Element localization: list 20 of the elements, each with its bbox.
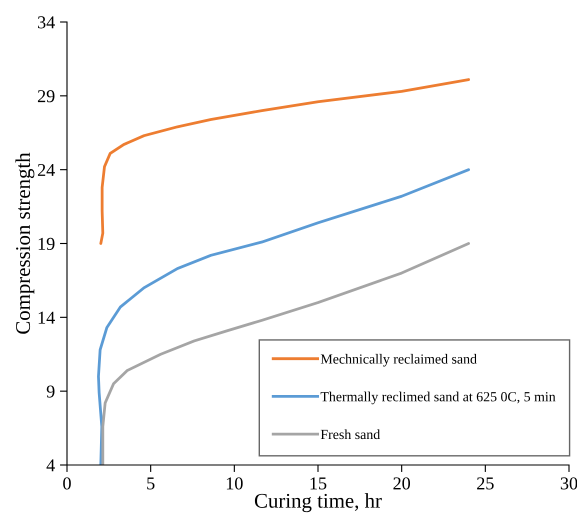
x-tick-label: 0 <box>63 477 71 490</box>
line-series <box>99 78 470 245</box>
y-tick-label: 24 <box>38 164 55 176</box>
x-tick-label: 30 <box>560 477 577 490</box>
y-tick-label: 29 <box>38 90 54 102</box>
y-tick-label: 34 <box>38 16 55 28</box>
y-tick-label: 19 <box>38 238 54 250</box>
y-tick-label: 14 <box>38 312 55 324</box>
x-axis-title: Curing time, hr <box>254 493 382 512</box>
x-tick-label: 10 <box>226 477 243 490</box>
x-tick-label: 20 <box>393 477 410 490</box>
legend-label: Thermally reclimed sand at 625 0C, 5 min <box>320 392 556 404</box>
legend-label: Fresh sand <box>320 429 380 440</box>
y-axis-title: Compression strength <box>15 152 34 334</box>
y-tick-label: 4 <box>46 459 55 472</box>
x-tick-label: 15 <box>310 477 326 490</box>
x-tick-label: 5 <box>147 478 154 490</box>
y-tick-label: 9 <box>46 385 54 398</box>
legend-label: Mechnically reclaimed sand <box>320 354 477 367</box>
x-tick-label: 25 <box>477 477 494 490</box>
